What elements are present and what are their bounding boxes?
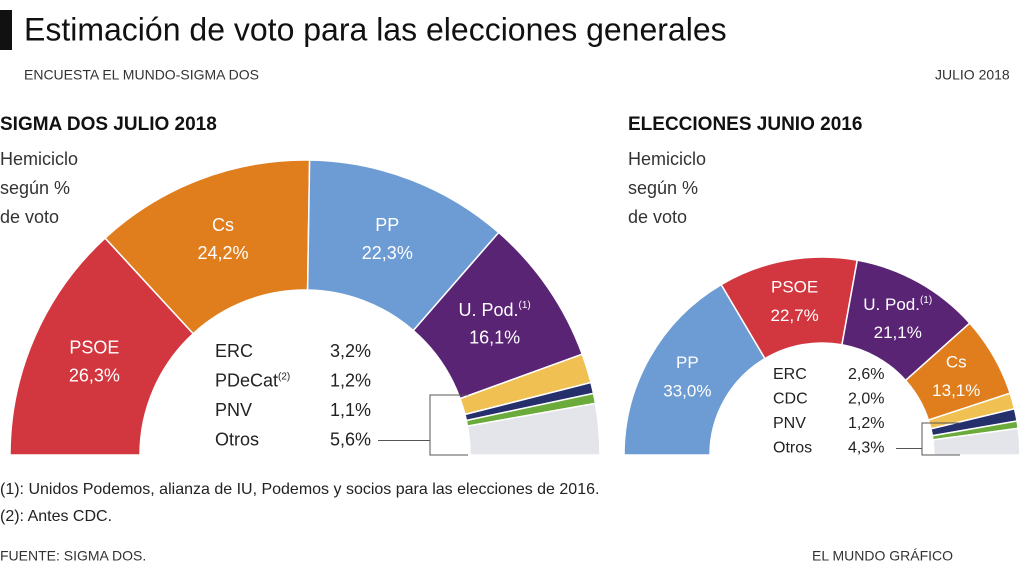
category-label: Cs: [946, 353, 967, 372]
segment-label: PSOE: [771, 278, 818, 297]
segment-label: Cs: [946, 353, 967, 372]
note-mark: (1): [519, 299, 531, 310]
category-label: PNV: [773, 415, 806, 432]
annotation: Hemiciclo: [628, 149, 706, 169]
segment: [466, 402, 601, 456]
legend-label: PDeCat(2): [215, 370, 290, 390]
segment-label: U. Pod.(1): [458, 299, 530, 319]
annotation: según %: [628, 178, 698, 198]
category-label: PSOE: [69, 337, 119, 357]
value-label: 1,2%: [848, 415, 884, 432]
source: FUENTE: SIGMA DOS.: [0, 548, 146, 564]
segment-label: U. Pod.(1): [863, 294, 932, 314]
subtitle: ENCUESTA EL MUNDO-SIGMA DOS: [24, 67, 259, 83]
category-label: Cs: [212, 215, 234, 235]
segment-label: PP: [375, 215, 399, 235]
value-label: 33,0%: [663, 382, 711, 401]
value-label: 21,1%: [874, 323, 922, 342]
category-label: U. Pod.: [458, 300, 518, 320]
value-label: 22,3%: [362, 243, 413, 263]
bracket: [921, 422, 960, 456]
value-label: 5,6%: [330, 429, 371, 449]
footnote: (1): Unidos Podemos, alianza de IU, Pode…: [0, 481, 599, 498]
value-label: 26,3%: [69, 365, 120, 385]
note-mark: (1): [920, 294, 932, 305]
value-label: 3,2%: [330, 341, 371, 361]
annotation: de voto: [0, 207, 59, 227]
category-label: PP: [676, 354, 699, 373]
value-label: 24,2%: [198, 243, 249, 263]
legend-label: Otros: [215, 429, 259, 449]
value-label: 2,0%: [848, 391, 884, 408]
annotation: de voto: [628, 207, 687, 227]
chart-subtitle: ELECCIONES JUNIO 2016: [628, 114, 862, 135]
page-title: Estimación de voto para las elecciones g…: [24, 11, 727, 47]
chart-subtitle: SIGMA DOS JULIO 2018: [0, 114, 217, 135]
legend-label: Otros: [773, 440, 812, 457]
category-label: U. Pod.: [863, 295, 920, 314]
segment-label: PP: [676, 354, 699, 373]
category-label: ERC: [215, 341, 253, 361]
segment: [9, 237, 195, 456]
category-label: PP: [375, 215, 399, 235]
value-label: 13,1%: [932, 381, 980, 400]
note-mark: (2): [278, 371, 290, 382]
value-label: 16,1%: [469, 328, 520, 348]
date: JULIO 2018: [935, 67, 1010, 83]
segment-label: Cs: [212, 215, 234, 235]
value-label: 1,1%: [330, 400, 371, 420]
annotation: según %: [0, 178, 70, 198]
category-label: PDeCat: [215, 370, 278, 390]
title-bar: [0, 10, 12, 50]
legend-label: ERC: [773, 366, 807, 383]
legend-label: PNV: [215, 400, 252, 420]
value-label: 2,6%: [848, 366, 884, 383]
value-label: 22,7%: [771, 306, 819, 325]
category-label: Otros: [215, 429, 259, 449]
value-label: 1,2%: [330, 370, 371, 390]
category-label: PSOE: [771, 278, 818, 297]
category-label: Otros: [773, 440, 812, 457]
legend-label: PNV: [773, 415, 806, 432]
footnote: (2): Antes CDC.: [0, 508, 112, 525]
bracket: [429, 394, 468, 456]
category-label: CDC: [773, 391, 808, 408]
category-label: ERC: [773, 366, 807, 383]
value-label: 4,3%: [848, 440, 884, 457]
credit: EL MUNDO GRÁFICO: [812, 548, 953, 564]
category-label: PNV: [215, 400, 252, 420]
legend-label: CDC: [773, 391, 808, 408]
annotation: Hemiciclo: [0, 149, 78, 169]
segment-label: PSOE: [69, 337, 119, 357]
legend-label: ERC: [215, 341, 253, 361]
